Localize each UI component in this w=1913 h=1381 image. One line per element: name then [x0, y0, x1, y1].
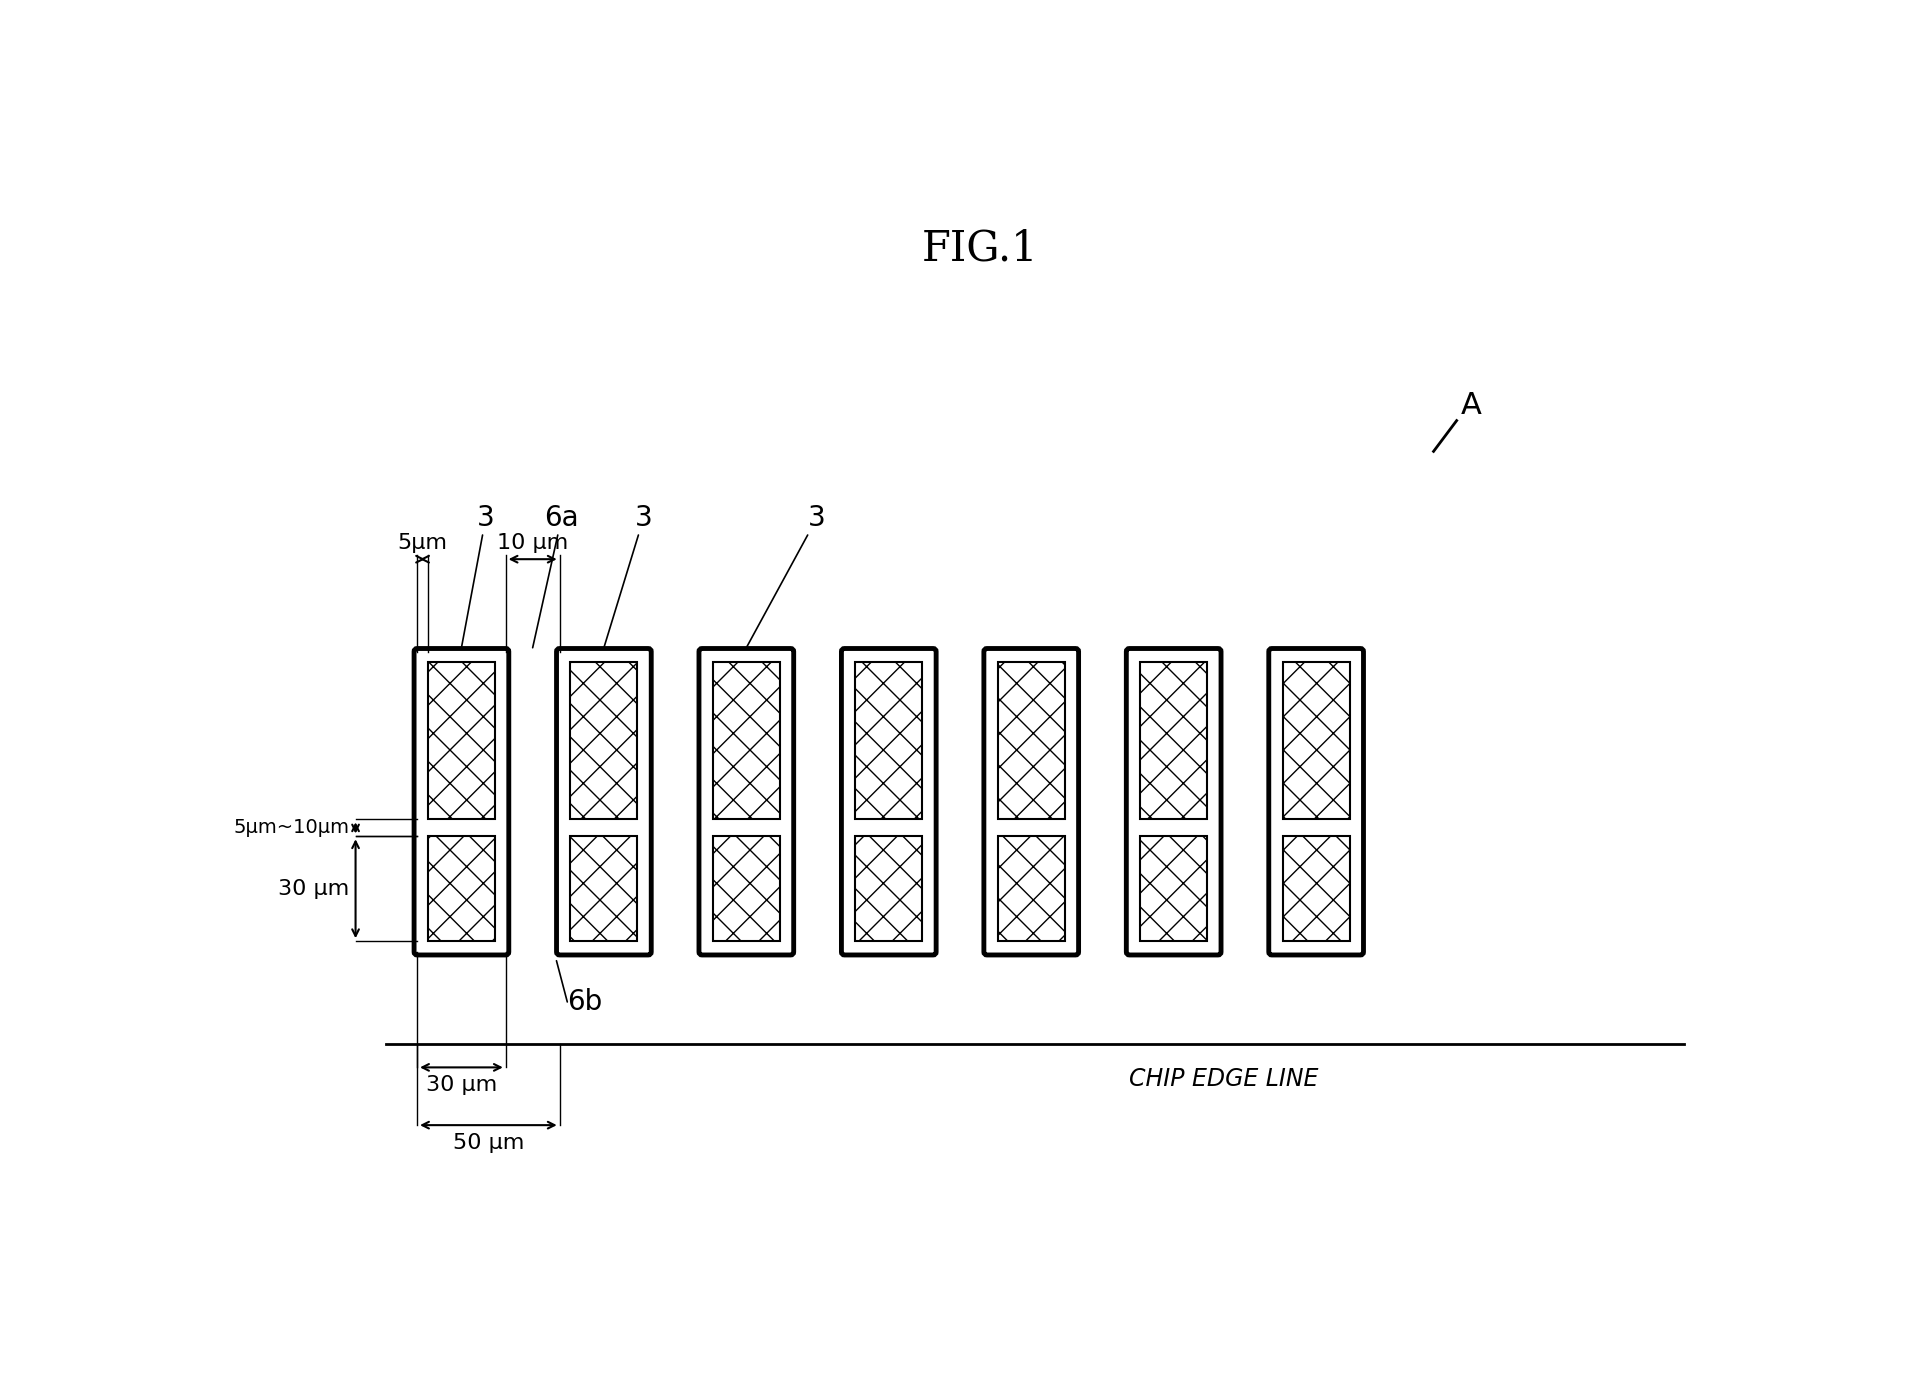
Text: 30 μm: 30 μm	[427, 1074, 497, 1095]
Text: 5μm~10μm: 5μm~10μm	[233, 819, 350, 837]
Text: 3: 3	[461, 504, 495, 648]
Bar	[999, 837, 1066, 940]
Text: A: A	[1460, 391, 1481, 420]
FancyBboxPatch shape	[983, 649, 1079, 956]
Bar	[429, 663, 495, 819]
Bar	[570, 837, 637, 940]
Text: 3: 3	[746, 504, 826, 648]
Bar	[999, 663, 1066, 819]
Bar	[429, 837, 495, 940]
Text: 50 μm: 50 μm	[453, 1132, 524, 1153]
Text: 6b: 6b	[568, 987, 603, 1016]
FancyBboxPatch shape	[1268, 649, 1364, 956]
Bar	[855, 837, 922, 940]
Bar	[1140, 837, 1207, 940]
Bar	[855, 663, 922, 819]
Text: FIG.1: FIG.1	[922, 228, 1039, 269]
Bar	[1140, 663, 1207, 819]
Bar	[714, 663, 781, 819]
FancyBboxPatch shape	[1127, 649, 1220, 956]
Bar	[570, 663, 637, 819]
FancyBboxPatch shape	[413, 649, 509, 956]
FancyBboxPatch shape	[557, 649, 650, 956]
Bar	[1282, 837, 1351, 940]
Text: 3: 3	[605, 504, 652, 648]
Text: 10 μm: 10 μm	[497, 533, 568, 552]
Text: 30 μm: 30 μm	[277, 878, 350, 899]
Bar	[1282, 663, 1351, 819]
FancyBboxPatch shape	[842, 649, 935, 956]
Text: 5μm: 5μm	[398, 533, 448, 552]
Text: 6a: 6a	[532, 504, 580, 648]
Text: CHIP EDGE LINE: CHIP EDGE LINE	[1129, 1068, 1318, 1091]
Bar	[714, 837, 781, 940]
FancyBboxPatch shape	[698, 649, 794, 956]
